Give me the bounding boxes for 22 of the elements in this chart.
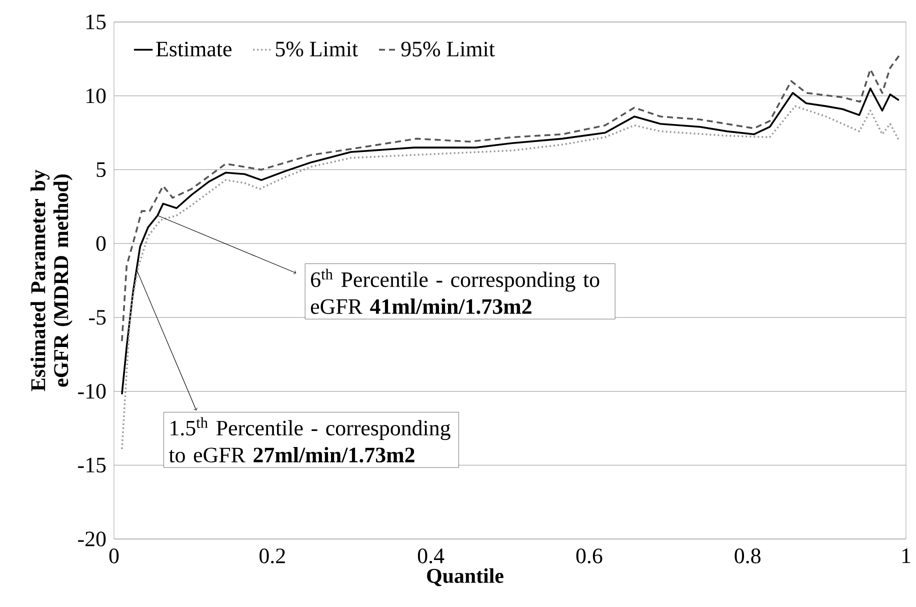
y-tick-label: -20 bbox=[78, 532, 106, 546]
y-tick-label: -5 bbox=[89, 310, 106, 325]
annotation: 6$^{th}$ Percentile - corresponding to eGFR 41ml/min/1.73m2 bbox=[310, 268, 600, 314]
x-tick-label: 0 bbox=[109, 548, 119, 564]
legend-label: 5% Limit bbox=[276, 42, 358, 57]
x-axis-title: Quantile bbox=[427, 568, 504, 586]
y-tick-label: -10 bbox=[78, 384, 106, 399]
x-tick-label: 0.4 bbox=[418, 548, 444, 564]
legend-label: Estimate bbox=[156, 42, 232, 56]
annotation: 1.5$^{th}$ Percentile - corresponding to eGFR 27ml/min/1.73m2 bbox=[168, 417, 450, 463]
x-tick-label: 0.6 bbox=[576, 548, 602, 564]
line-series bbox=[121, 55, 900, 342]
y-tick-label: 10 bbox=[86, 88, 106, 104]
y-axis-title: Estimated Parameter by eGFR (MDRD method) bbox=[30, 170, 72, 392]
y-tick-label: 15 bbox=[86, 14, 106, 30]
y-tick-label: 5 bbox=[96, 162, 106, 177]
legend-label: 95% Limit bbox=[401, 42, 495, 57]
x-tick-label: 0.2 bbox=[260, 548, 285, 564]
x-tick-label: 1 bbox=[902, 548, 910, 563]
y-tick-label: -15 bbox=[78, 458, 106, 472]
x-tick-label: 0.8 bbox=[734, 548, 760, 564]
y-tick-label: 0 bbox=[96, 236, 106, 251]
